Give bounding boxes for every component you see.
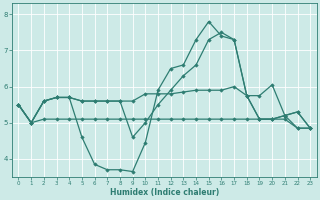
X-axis label: Humidex (Indice chaleur): Humidex (Indice chaleur) xyxy=(110,188,219,197)
